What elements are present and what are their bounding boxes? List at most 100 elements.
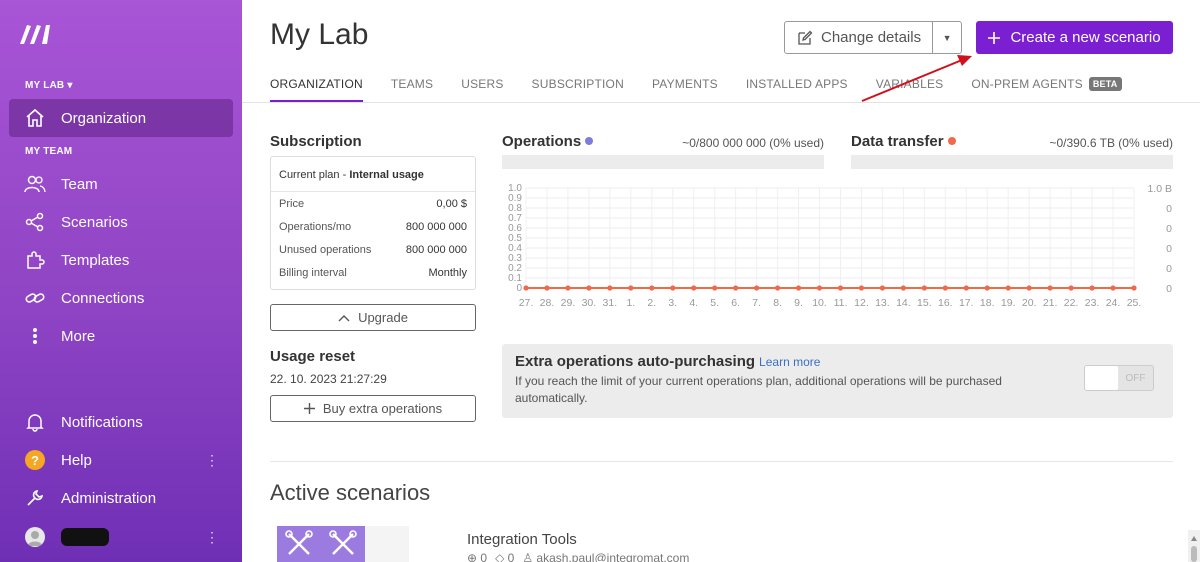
y-tick-label: 0.7: [508, 213, 522, 224]
avatar[interactable]: [25, 527, 45, 547]
data-point: [963, 285, 969, 291]
row-label: Unused operations: [279, 243, 372, 256]
toggle-label: OFF: [1125, 372, 1146, 384]
extra-operations-title-text: Extra operations auto-purchasing: [515, 353, 756, 370]
data-point: [1047, 285, 1053, 291]
row-value: Monthly: [428, 266, 467, 279]
sidebar-item-administration[interactable]: Administration: [9, 479, 233, 517]
scroll-up-icon[interactable]: [1191, 536, 1197, 541]
operations-progress-bar: [502, 155, 824, 169]
data-point: [544, 285, 550, 291]
tab-installed-apps[interactable]: INSTALLED APPS: [745, 77, 848, 91]
y2-tick-label: 0: [1166, 203, 1172, 215]
help-icon: ?: [9, 450, 61, 470]
plus-icon: [988, 31, 1001, 44]
data-point: [942, 285, 948, 291]
data-point: [670, 285, 676, 291]
scenario-name[interactable]: Integration Tools: [467, 531, 577, 548]
sidebar-item-team[interactable]: Team: [9, 165, 233, 203]
x-tick-label: 9.: [794, 297, 803, 309]
x-tick-label: 10.: [812, 297, 827, 309]
data-point: [816, 285, 823, 291]
row-value: 800 000 000: [405, 220, 467, 233]
learn-more-link[interactable]: Learn more: [759, 355, 821, 369]
data-point: [586, 285, 592, 291]
sidebar-item-more[interactable]: More: [9, 317, 233, 355]
data-point: [921, 285, 927, 291]
caret-down-icon: ▼: [942, 32, 952, 43]
tab-subscription[interactable]: SUBSCRIPTION: [531, 77, 624, 91]
make-logo-icon[interactable]: [18, 22, 52, 46]
help-badge: ?: [25, 450, 45, 470]
scenario-app-icons[interactable]: [277, 526, 409, 562]
data-point: [879, 285, 886, 291]
x-tick-label: 6.: [731, 297, 740, 309]
create-scenario-button[interactable]: Create a new scenario: [976, 21, 1173, 54]
upgrade-button[interactable]: Upgrade: [270, 304, 476, 331]
sidebar-item-connections[interactable]: Connections: [9, 279, 233, 317]
connections-count: ◇ 0: [495, 551, 515, 562]
change-details-label: Change details: [821, 29, 922, 46]
redacted-username: [61, 528, 109, 546]
auto-purchase-toggle[interactable]: OFF: [1084, 365, 1154, 391]
section-my-lab[interactable]: MY LAB ▾: [25, 80, 73, 91]
data-transfer-title-text: Data transfer: [851, 133, 944, 150]
active-scenarios-title: Active scenarios: [270, 480, 431, 505]
x-tick-label: 22.: [1064, 297, 1079, 309]
data-transfer-title: Data transfer: [851, 133, 956, 150]
change-details-dropdown[interactable]: ▼: [932, 22, 961, 53]
section-my-team: MY TEAM: [25, 146, 73, 157]
change-details-button[interactable]: Change details: [785, 22, 932, 53]
data-point: [733, 285, 739, 291]
tab-variables[interactable]: VARIABLES: [875, 77, 944, 91]
edit-icon: [798, 30, 813, 45]
extra-operations-panel: Extra operations auto-purchasing Learn mo…: [502, 344, 1173, 418]
data-point: [1068, 285, 1074, 291]
kebab-menu-icon[interactable]: ⋮: [205, 451, 219, 468]
data-point: [1005, 285, 1011, 291]
tab-label: ON-PREM AGENTS: [971, 77, 1083, 91]
y-tick-label: 0.5: [508, 233, 522, 244]
x-tick-label: 27.: [519, 297, 534, 309]
x-tick-label: 18.: [980, 297, 995, 309]
data-point: [565, 285, 571, 291]
subscription-row: Operations/mo 800 000 000: [271, 215, 475, 238]
sidebar-item-help[interactable]: ? Help ⋮: [9, 441, 233, 479]
tab-on-prem-agents[interactable]: ON-PREM AGENTS BETA: [971, 72, 1122, 103]
y-tick-label: 0.2: [508, 263, 522, 274]
tab-teams[interactable]: TEAMS: [390, 77, 434, 91]
toggle-knob: [1085, 366, 1118, 390]
tab-organization[interactable]: ORGANIZATION: [270, 72, 363, 103]
kebab-menu-icon[interactable]: ⋮: [205, 528, 219, 545]
y-tick-label: 0.1: [508, 273, 522, 284]
sidebar-item-notifications[interactable]: Notifications: [9, 403, 233, 441]
x-tick-label: 25.: [1127, 297, 1142, 309]
y-tick-label: 0: [516, 283, 522, 294]
sidebar-item-label: Organization: [61, 109, 147, 127]
x-tick-label: 13.: [875, 297, 890, 309]
sidebar: MY LAB ▾ Organization MY TEAM Team Scena…: [0, 0, 242, 562]
scrollbar[interactable]: [1188, 530, 1200, 562]
sidebar-item-label: Connections: [61, 289, 145, 307]
sidebar-item-profile[interactable]: ⋮: [9, 518, 233, 556]
data-point: [754, 285, 760, 291]
tab-payments[interactable]: PAYMENTS: [651, 77, 718, 91]
sidebar-item-label: More: [61, 327, 96, 345]
x-tick-label: 17.: [959, 297, 974, 309]
y-tick-label: 0.3: [508, 253, 522, 264]
sidebar-item-label: Notifications: [61, 413, 143, 431]
chevron-up-icon: [338, 314, 350, 321]
tab-users[interactable]: USERS: [461, 77, 504, 91]
sidebar-item-scenarios[interactable]: Scenarios: [9, 203, 233, 241]
scrollbar-thumb[interactable]: [1191, 546, 1197, 562]
usage-reset-date: 22. 10. 2023 21:27:29: [270, 372, 387, 386]
sidebar-item-organization[interactable]: Organization: [9, 99, 233, 137]
data-point: [900, 285, 906, 291]
tools-app-icon: [277, 526, 321, 562]
sidebar-item-templates[interactable]: Templates: [9, 241, 233, 279]
change-details-button-group: Change details ▼: [784, 21, 962, 54]
data-point: [1089, 285, 1095, 291]
x-tick-label: 28.: [540, 297, 555, 309]
tools-app-icon: [321, 526, 365, 562]
buy-extra-operations-button[interactable]: Buy extra operations: [270, 395, 476, 422]
